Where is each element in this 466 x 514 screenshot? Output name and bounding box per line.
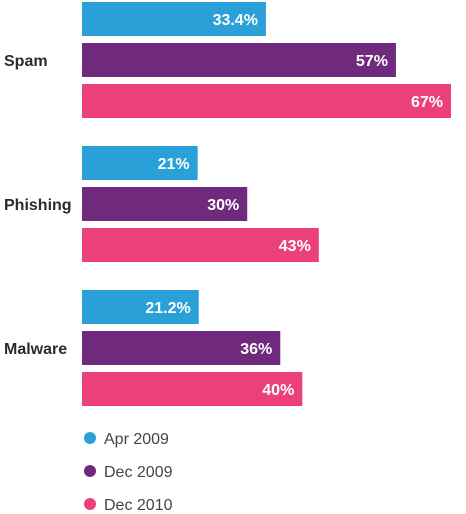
bar-value-label: 30% [207, 197, 239, 214]
bar-phishing-dec-2010 [82, 228, 319, 262]
bar-spam-dec-2010 [82, 84, 451, 118]
bar-malware-dec-2009 [82, 331, 281, 365]
bar-value-label: 43% [279, 238, 311, 255]
legend-marker-apr-2009 [84, 432, 96, 444]
legend-label-dec-2009: Dec 2009 [104, 464, 173, 481]
bar-malware-dec-2010 [82, 372, 303, 406]
legend: Apr 2009 Dec 2009 Dec 2010 [84, 431, 173, 514]
category-label-malware: Malware [4, 341, 67, 358]
bar-value-label: 36% [240, 341, 272, 358]
legend-label-dec-2010: Dec 2010 [104, 497, 173, 514]
legend-marker-dec-2010 [84, 498, 96, 510]
bar-value-label: 67% [411, 94, 443, 111]
bar-value-label: 21% [158, 156, 190, 173]
bar-value-label: 33.4% [213, 12, 258, 29]
legend-marker-dec-2009 [84, 465, 96, 477]
category-labels-group: Spam Phishing Malware [4, 53, 72, 358]
bars-group: 33.4% 57% 67% 21% 30% 43% 21.2% 36% 40% [82, 2, 451, 406]
bar-spam-apr-2009 [82, 2, 266, 36]
bar-value-label: 40% [262, 382, 294, 399]
bar-phishing-apr-2009 [82, 146, 198, 180]
category-label-phishing: Phishing [4, 197, 72, 214]
bar-malware-apr-2009 [82, 290, 199, 324]
bar-value-label: 57% [356, 53, 388, 70]
bar-value-label: 21.2% [145, 300, 190, 317]
bar-phishing-dec-2009 [82, 187, 248, 221]
legend-label-apr-2009: Apr 2009 [104, 431, 169, 448]
category-label-spam: Spam [4, 53, 48, 70]
bar-spam-dec-2009 [82, 43, 396, 77]
